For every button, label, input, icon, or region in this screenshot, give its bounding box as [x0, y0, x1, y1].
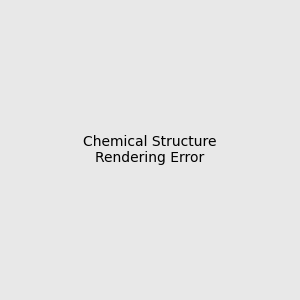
Text: Chemical Structure
Rendering Error: Chemical Structure Rendering Error — [83, 135, 217, 165]
